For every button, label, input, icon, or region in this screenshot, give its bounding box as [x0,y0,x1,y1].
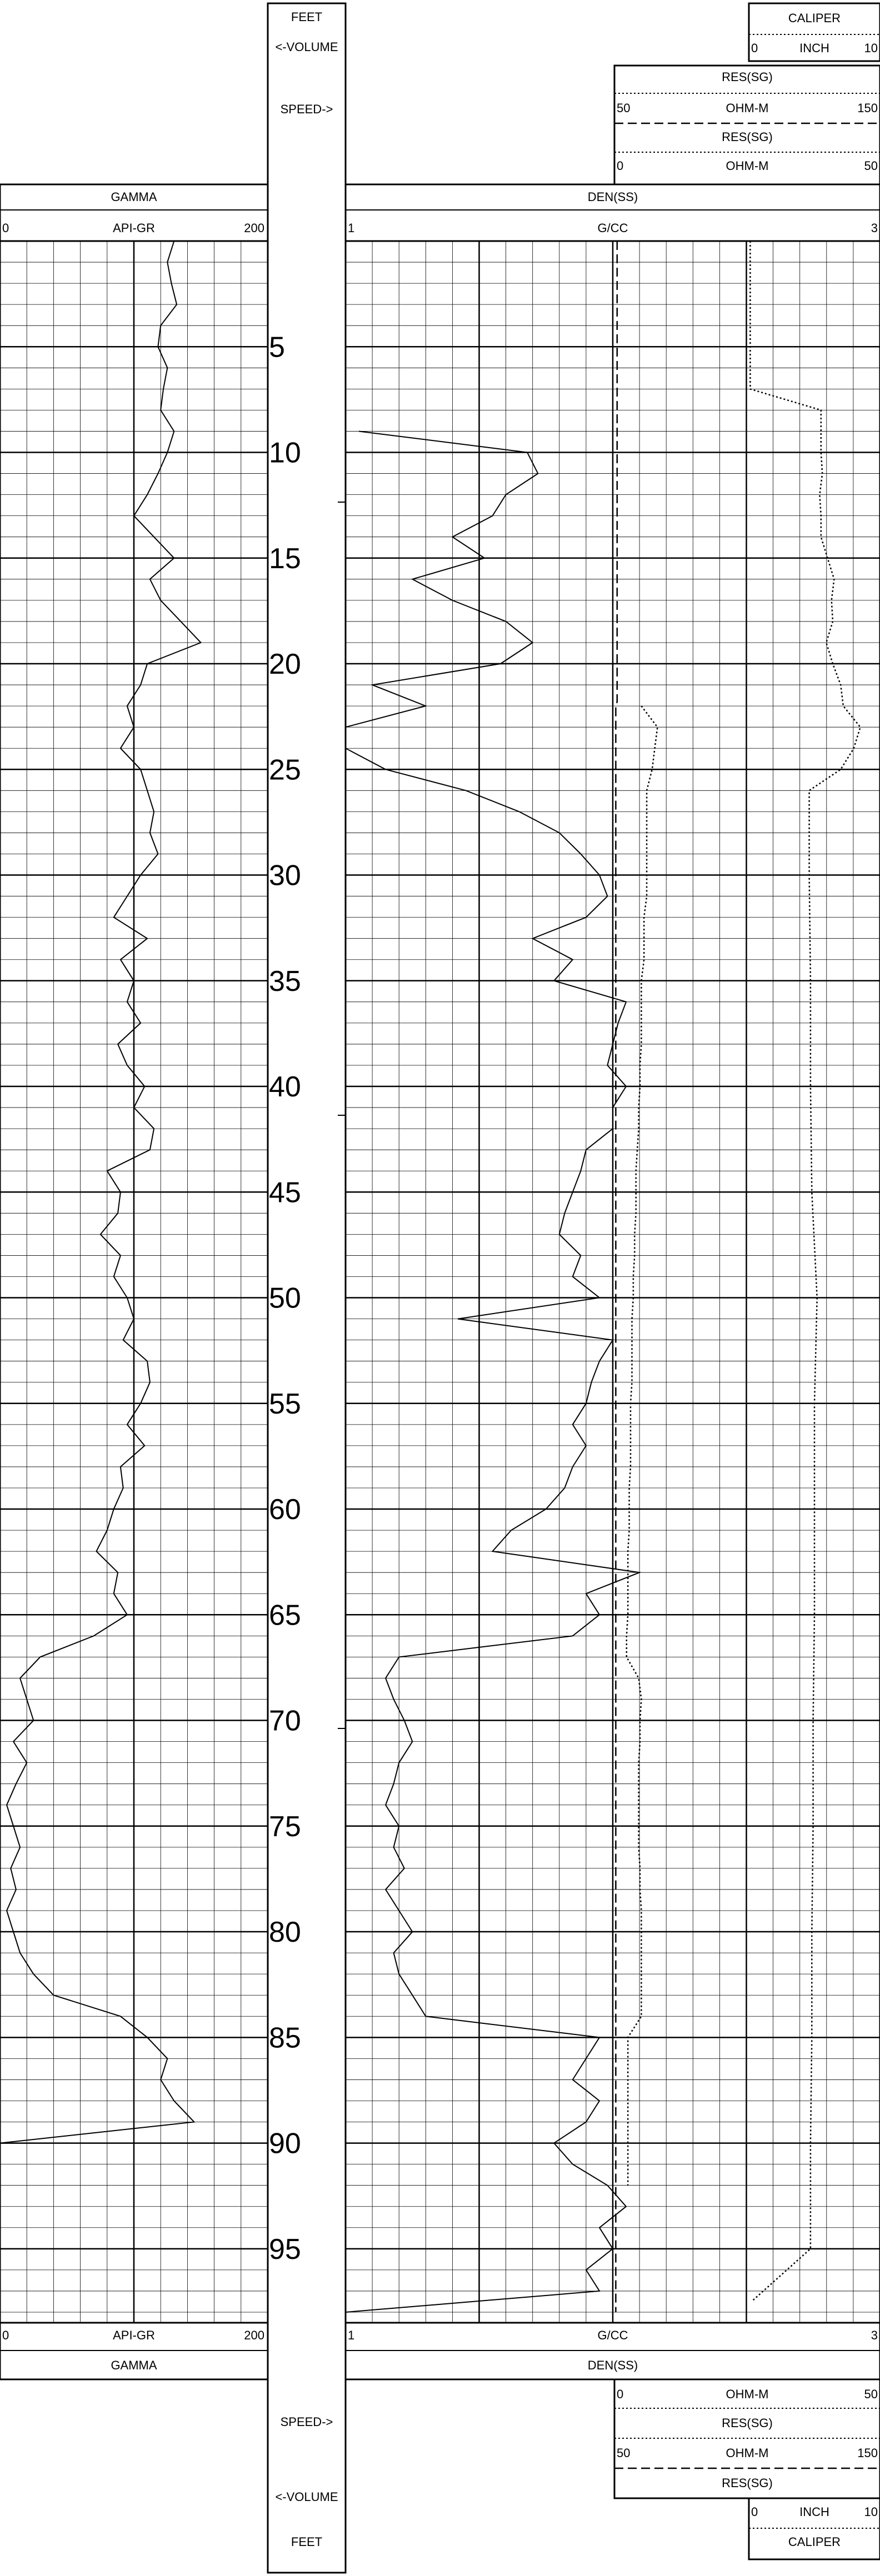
depth-label: 5 [269,331,285,363]
header-top-text: CALIPER 0 INCH 10 RES(SG) 50 OHM-M 150 R… [2,11,878,235]
depth-label: 25 [269,754,301,786]
curve-gamma [0,240,202,2312]
gamma-left-bottom: 0 [2,2328,9,2342]
res-deep-left-top: 0 [617,159,623,173]
gamma-right-top: 200 [244,221,264,235]
caliper-title-bottom: CALIPER [788,2535,841,2549]
main-track-grid [344,240,880,2324]
caliper-left-top: 0 [751,41,758,55]
density-title-top: DEN(SS) [588,190,638,204]
header-bottom-text: 0 API-GR 200 GAMMA 1 G/CC 3 DEN(SS) 0 OH… [2,2328,878,2549]
depth-label: 30 [269,860,301,892]
depth-label: 95 [269,2233,301,2266]
gamma-title-top: GAMMA [111,190,157,204]
depth-label: 55 [269,1388,301,1420]
caliper-unit-bottom: INCH [799,2505,829,2519]
speed-label-bottom: SPEED-> [281,2415,333,2429]
density-left-top: 1 [348,221,354,235]
density-right-bottom: 3 [871,2328,878,2342]
res-shallow-title-bottom: RES(SG) [722,2476,773,2490]
depth-label: 90 [269,2128,301,2160]
res-shallow-unit-top: OHM-M [726,101,769,115]
curve-caliper [749,241,861,2302]
depth-label: 75 [269,1811,301,1843]
res-shallow-left-top: 50 [617,101,630,115]
depth-unit-top: FEET [291,10,322,24]
log-curves [0,240,861,2313]
caliper-title-top: CALIPER [788,11,841,25]
gamma-left-top: 0 [2,221,9,235]
speed-label-top: SPEED-> [281,102,333,116]
header-bottom [0,2322,880,2560]
res-deep-unit-top: OHM-M [726,159,769,173]
depth-label: 40 [269,1071,301,1103]
volume-ticks [338,502,346,1729]
density-title-bottom: DEN(SS) [588,2358,638,2372]
caliper-right-top: 10 [864,41,878,55]
depth-label: 80 [269,1916,301,1948]
res-deep-unit-bottom: OHM-M [726,2387,769,2401]
res-shallow-right-top: 150 [857,101,878,115]
curve-res-sg-ohm-m-50-150 [615,241,618,2312]
depth-label: 85 [269,2022,301,2054]
depth-labels: 5 10 15 20 25 30 35 40 45 50 55 60 65 70 75 80 85 90 95 [269,331,301,2266]
depth-label: 60 [269,1494,301,1526]
res-shallow-right-bottom: 150 [857,2446,878,2460]
res-shallow-title-top: RES(SG) [722,70,773,84]
depth-label: 10 [269,437,301,469]
depth-label: 15 [269,543,301,575]
density-unit-top: G/CC [598,221,628,235]
depth-label: 20 [269,648,301,680]
caliper-right-bottom: 10 [864,2505,878,2519]
res-deep-right-bottom: 50 [864,2387,878,2401]
gamma-title-bottom: GAMMA [111,2358,157,2372]
density-right-top: 3 [871,221,878,235]
depth-label: 35 [269,965,301,998]
gamma-right-bottom: 200 [244,2328,264,2342]
caliper-left-bottom: 0 [751,2505,758,2519]
density-left-bottom: 1 [348,2328,354,2342]
curve-den-ss [345,430,642,2313]
res-deep-title-bottom: RES(SG) [722,2416,773,2430]
density-unit-bottom: G/CC [598,2328,628,2342]
res-shallow-left-bottom: 50 [617,2446,630,2460]
depth-label: 70 [269,1705,301,1737]
volume-label-top: <-VOLUME [275,40,338,54]
curve-res-sg-ohm-m-0-50 [626,705,658,2186]
res-deep-title-top: RES(SG) [722,130,773,144]
gamma-unit-bottom: API-GR [113,2328,155,2342]
volume-label-bottom: <-VOLUME [275,2490,338,2504]
depth-label: 50 [269,1282,301,1315]
depth-label: 65 [269,1599,301,1631]
res-deep-left-bottom: 0 [617,2387,623,2401]
header-top [0,2,880,242]
res-deep-right-top: 50 [864,159,878,173]
depth-track: FEET <-VOLUME SPEED-> SPEED-> <-VOLUME F… [267,2,347,2574]
caliper-unit-top: INCH [799,41,829,55]
res-shallow-unit-bottom: OHM-M [726,2446,769,2460]
depth-unit-bottom: FEET [291,2535,322,2549]
depth-label: 45 [269,1176,301,1209]
gamma-unit-top: API-GR [113,221,155,235]
